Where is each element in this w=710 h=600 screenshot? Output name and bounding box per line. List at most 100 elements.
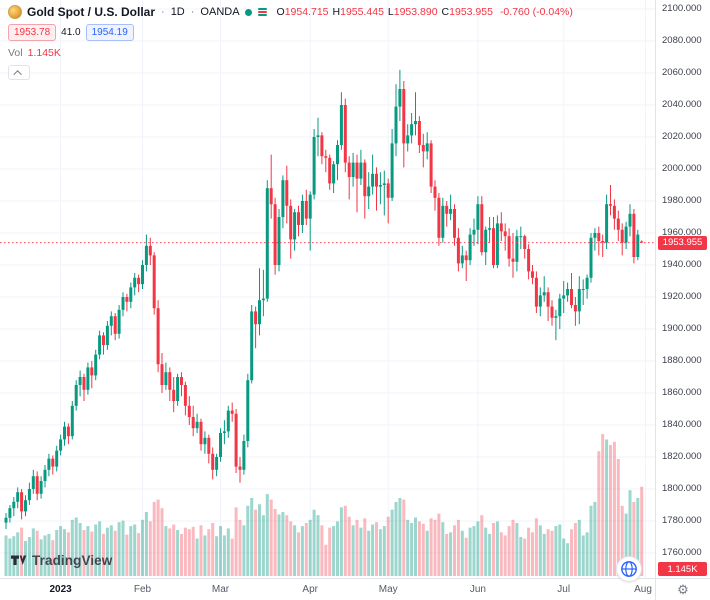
globe-button[interactable] <box>616 556 642 582</box>
price-axis-label: 1860.000 <box>662 387 702 398</box>
volume-bar <box>238 519 242 576</box>
price-axis-label: 1840.000 <box>662 419 702 430</box>
volume-bar <box>219 526 222 576</box>
candle-body <box>207 437 211 454</box>
candle-body <box>47 458 51 470</box>
volume-bar <box>203 535 207 576</box>
volume-bar <box>195 538 199 576</box>
volume-bar <box>351 525 355 576</box>
candle-body <box>328 157 332 184</box>
volume-bar <box>277 514 281 576</box>
sell-price-button[interactable]: 1953.78 <box>8 24 57 41</box>
volume-bar <box>495 521 499 576</box>
candle-body <box>129 287 133 302</box>
volume-bar <box>320 525 324 576</box>
volume-bar <box>105 527 109 576</box>
volume-bar <box>472 526 476 576</box>
candle-body <box>406 135 410 144</box>
volume-bar <box>609 444 612 576</box>
candle-body <box>495 223 499 265</box>
volume-bar <box>382 526 386 576</box>
volume-bar <box>187 529 191 576</box>
low-value: 1953.890 <box>393 6 438 18</box>
candle-body <box>59 439 63 451</box>
volume-bar <box>66 532 70 576</box>
candle-body <box>281 180 285 217</box>
tradingview-logo-icon <box>11 555 27 565</box>
time-axis-label: Apr <box>302 584 318 595</box>
volume-bar <box>98 521 102 576</box>
price-axis-label: 2080.000 <box>662 35 702 46</box>
candle-body <box>488 228 492 230</box>
volume-bar <box>476 521 480 576</box>
candle-body <box>144 245 148 265</box>
candle-body <box>468 234 472 261</box>
volume-bar <box>523 538 527 576</box>
chart-legend: Gold Spot / U.S. Dollar · 1D · OANDA O19… <box>8 5 573 80</box>
volume-bar <box>577 519 581 576</box>
gear-icon[interactable]: ⚙ <box>677 582 689 597</box>
volume-bar <box>102 533 105 576</box>
volume-bar <box>359 527 363 576</box>
candle-body <box>300 201 304 225</box>
candles-layer <box>4 69 644 529</box>
legend-menu-icon[interactable] <box>257 7 268 17</box>
candle-body <box>511 258 515 262</box>
separator: · <box>190 6 195 18</box>
legend-collapse-button[interactable] <box>8 65 30 80</box>
candle-body <box>4 517 8 523</box>
buy-price-button[interactable]: 1954.19 <box>85 24 134 41</box>
time-axis-label: Jul <box>557 584 571 595</box>
volume-bar <box>511 519 515 576</box>
candle-body <box>113 316 117 334</box>
candle-body <box>293 212 297 240</box>
symbol-title[interactable]: Gold Spot / U.S. Dollar <box>27 5 156 19</box>
candle-body <box>285 180 289 206</box>
candle-body <box>24 500 27 512</box>
candle-body <box>620 229 624 243</box>
candle-body <box>86 367 90 390</box>
price-axis-label: 1760.000 <box>662 547 702 558</box>
candle-body <box>464 255 468 261</box>
interval-label[interactable]: 1D <box>170 6 185 18</box>
time-scale[interactable]: 2023 Feb Mar Apr May Jun Jul Aug <box>0 578 655 600</box>
ohlc-values: O1954.715 H1955.445 L1953.890 C1953.955 <box>277 6 493 18</box>
volume-bar <box>612 441 616 576</box>
candle-body <box>308 194 312 219</box>
candle-body <box>437 197 441 238</box>
candle-body <box>195 421 199 429</box>
candle-body <box>74 385 78 406</box>
volume-bar <box>293 525 297 576</box>
volume-bar <box>515 522 519 576</box>
price-axis-label: 1980.000 <box>662 195 702 206</box>
candle-body <box>492 228 495 265</box>
change-value: -0.760 (-0.04%) <box>499 6 573 18</box>
price-scale[interactable]: 1.145K 2100.000 2080.000 2060.000 2040.000 2… <box>655 0 710 578</box>
candle-body <box>226 410 230 432</box>
candlestick-chart-canvas[interactable] <box>0 0 655 578</box>
candle-body <box>367 186 371 197</box>
volume-bar <box>156 499 160 576</box>
candle-body <box>414 121 417 125</box>
volume-bar <box>82 529 86 576</box>
candle-body <box>125 297 129 302</box>
volume-bar <box>265 494 269 576</box>
low-label: L <box>387 6 394 18</box>
candle-body <box>12 501 16 509</box>
volume-bar <box>289 521 293 576</box>
candle-body <box>55 450 59 467</box>
candle-body <box>242 441 246 470</box>
candle-body <box>515 236 519 262</box>
price-axis-label: 2060.000 <box>662 67 702 78</box>
candle-body <box>421 145 425 152</box>
volume-bar <box>628 490 632 576</box>
candle-body <box>117 309 121 334</box>
candle-body <box>63 426 66 440</box>
volume-bar <box>355 519 359 576</box>
tradingview-logo[interactable]: TradingView <box>10 552 112 568</box>
exchange-label: OANDA <box>200 6 240 18</box>
volume-bar <box>437 513 441 576</box>
volume-bar <box>20 527 24 576</box>
time-axis-label: May <box>378 584 398 595</box>
